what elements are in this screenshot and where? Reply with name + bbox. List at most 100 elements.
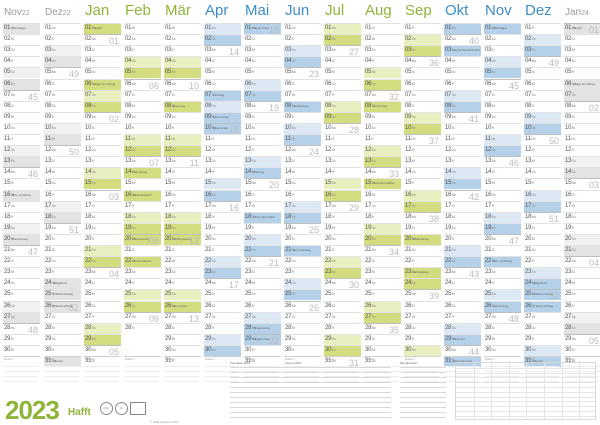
weekday-label: Mo — [10, 325, 15, 330]
day-cell: 13Sa — [564, 156, 600, 168]
week-number: 48 — [27, 324, 38, 334]
weekday-label: Mi — [571, 125, 575, 130]
weekday-label: Fr — [251, 303, 255, 308]
weekday-label: Fr — [411, 103, 415, 108]
month-header-feb: Feb — [124, 3, 151, 19]
weekday-label: Di — [531, 303, 535, 308]
day-number: 27Do — [325, 313, 336, 320]
day-cell: 06So — [3, 78, 40, 90]
week-number: 17 — [228, 280, 239, 290]
week-number: 31 — [348, 358, 359, 368]
day-cell: 27Mo 48 — [484, 311, 521, 323]
weekday-label: So — [451, 26, 456, 30]
day-number: 03Fr — [165, 47, 175, 54]
weekday-label: Sa — [171, 214, 176, 219]
day-number: 14Fr — [205, 169, 215, 176]
day-cell: 06Do — [204, 78, 241, 90]
weekday-label: So — [251, 325, 256, 330]
weekday-label: Di — [531, 225, 535, 230]
weekday-label: Do — [91, 303, 96, 308]
day-number: 07Mo — [4, 91, 15, 98]
weekday-label: Fr — [51, 347, 55, 352]
notes-line — [484, 381, 519, 382]
day-number: 17Mo — [325, 202, 336, 209]
day-number: 23Fr — [285, 269, 295, 276]
week-number: 42 — [468, 191, 479, 201]
day-cell: 22So — [444, 256, 481, 268]
day-number: 30Sa — [405, 346, 416, 353]
day-cell: 05Do — [84, 67, 121, 78]
weekday-label: Sa — [10, 225, 15, 230]
day-cell: 09Fr — [44, 111, 81, 123]
weekday-label: Fr — [51, 270, 55, 275]
overview-row-line — [456, 372, 595, 374]
day-number: 25Mi — [85, 291, 95, 298]
weekday-label: Fr — [91, 81, 95, 86]
weekday-label: Di — [491, 92, 495, 97]
day-cell: 26Fr — [244, 300, 281, 312]
holiday-label: Aschermittwoch — [133, 260, 152, 264]
weekday-label: Di — [331, 214, 335, 219]
weekday-label: Mo — [291, 303, 296, 308]
day-cell: 10Fr — [484, 122, 521, 134]
day-cell: 17Mo 29 — [324, 200, 361, 212]
holiday-label: Sommeranfang — [293, 249, 311, 252]
weekday-label: Di — [251, 114, 255, 119]
day-cell: 22Fr — [524, 256, 561, 267]
day-cell: 11Do — [564, 134, 600, 145]
weekday-label: Sa — [491, 59, 496, 64]
holiday-label: Buß- und Bettag — [12, 193, 31, 197]
day-cell: 18Di — [324, 211, 361, 223]
weekday-label: Do — [211, 159, 216, 164]
weekday-label: Sa — [371, 148, 376, 153]
week-number: 33 — [388, 169, 399, 179]
weekday-label: So — [291, 292, 296, 297]
day-cell: 26Di 2. Weihnachtstag — [524, 300, 561, 312]
weekday-label: Do — [411, 92, 416, 97]
day-number: 31Di — [445, 358, 455, 364]
day-number: 20Mi — [405, 235, 415, 242]
weekday-label: Di — [51, 159, 55, 164]
day-cell: 23Mo 43 — [444, 267, 481, 278]
day-number: 17Mi — [245, 202, 255, 209]
day-cell: 18Sa — [124, 211, 161, 223]
notes-area: Notizen Notizen Notizen Notizen Notizen Notiz… — [0, 356, 600, 425]
day-number: 16Sa — [405, 191, 416, 198]
day-number: 09Do — [485, 113, 496, 120]
day-number: 25Sa — [125, 291, 136, 298]
weekday-label: So — [451, 336, 456, 341]
day-cell: 25Fr — [364, 289, 401, 300]
day-cell: 05Do — [444, 67, 481, 78]
day-cell: 19Sa — [3, 222, 40, 234]
day-cell: 07Mo 45 — [3, 89, 40, 101]
weekday-label: Di — [10, 103, 14, 108]
weekday-label: Mi — [211, 225, 215, 230]
weekday-label: So — [211, 347, 216, 352]
weekday-label: Do — [51, 181, 56, 186]
day-cell: 26Fr — [564, 300, 600, 312]
weekday-label: So — [251, 92, 256, 97]
weekday-label: Mo — [10, 248, 15, 252]
day-cell: 30Sa — [524, 344, 561, 356]
holiday-label: Mariä Himmelfahrt — [373, 182, 395, 186]
day-cell: 12Sa — [3, 145, 40, 157]
day-number: 29Fr — [405, 335, 415, 342]
day-cell: 22Do — [284, 256, 321, 267]
weekday-label: Fr — [411, 259, 415, 264]
notes-line — [124, 376, 159, 377]
day-number: 30Fr — [285, 346, 295, 353]
weekday-label: Do — [571, 214, 576, 219]
weekday-label: Sa — [291, 281, 296, 286]
day-cell: 22So — [84, 256, 121, 268]
day-number: 07Do — [405, 91, 416, 98]
day-number: 27Mo — [165, 313, 176, 320]
day-number: 15Fr — [525, 180, 535, 187]
day-number: 13Do — [205, 158, 216, 165]
weekday-label: Mi — [411, 159, 415, 164]
info-row — [285, 377, 391, 378]
day-cell: 24So — [404, 278, 441, 290]
weekday-label: Do — [131, 114, 136, 119]
day-cell: 25Di — [324, 289, 361, 300]
weekday-label: Fr — [411, 26, 415, 30]
info-row — [285, 382, 391, 383]
